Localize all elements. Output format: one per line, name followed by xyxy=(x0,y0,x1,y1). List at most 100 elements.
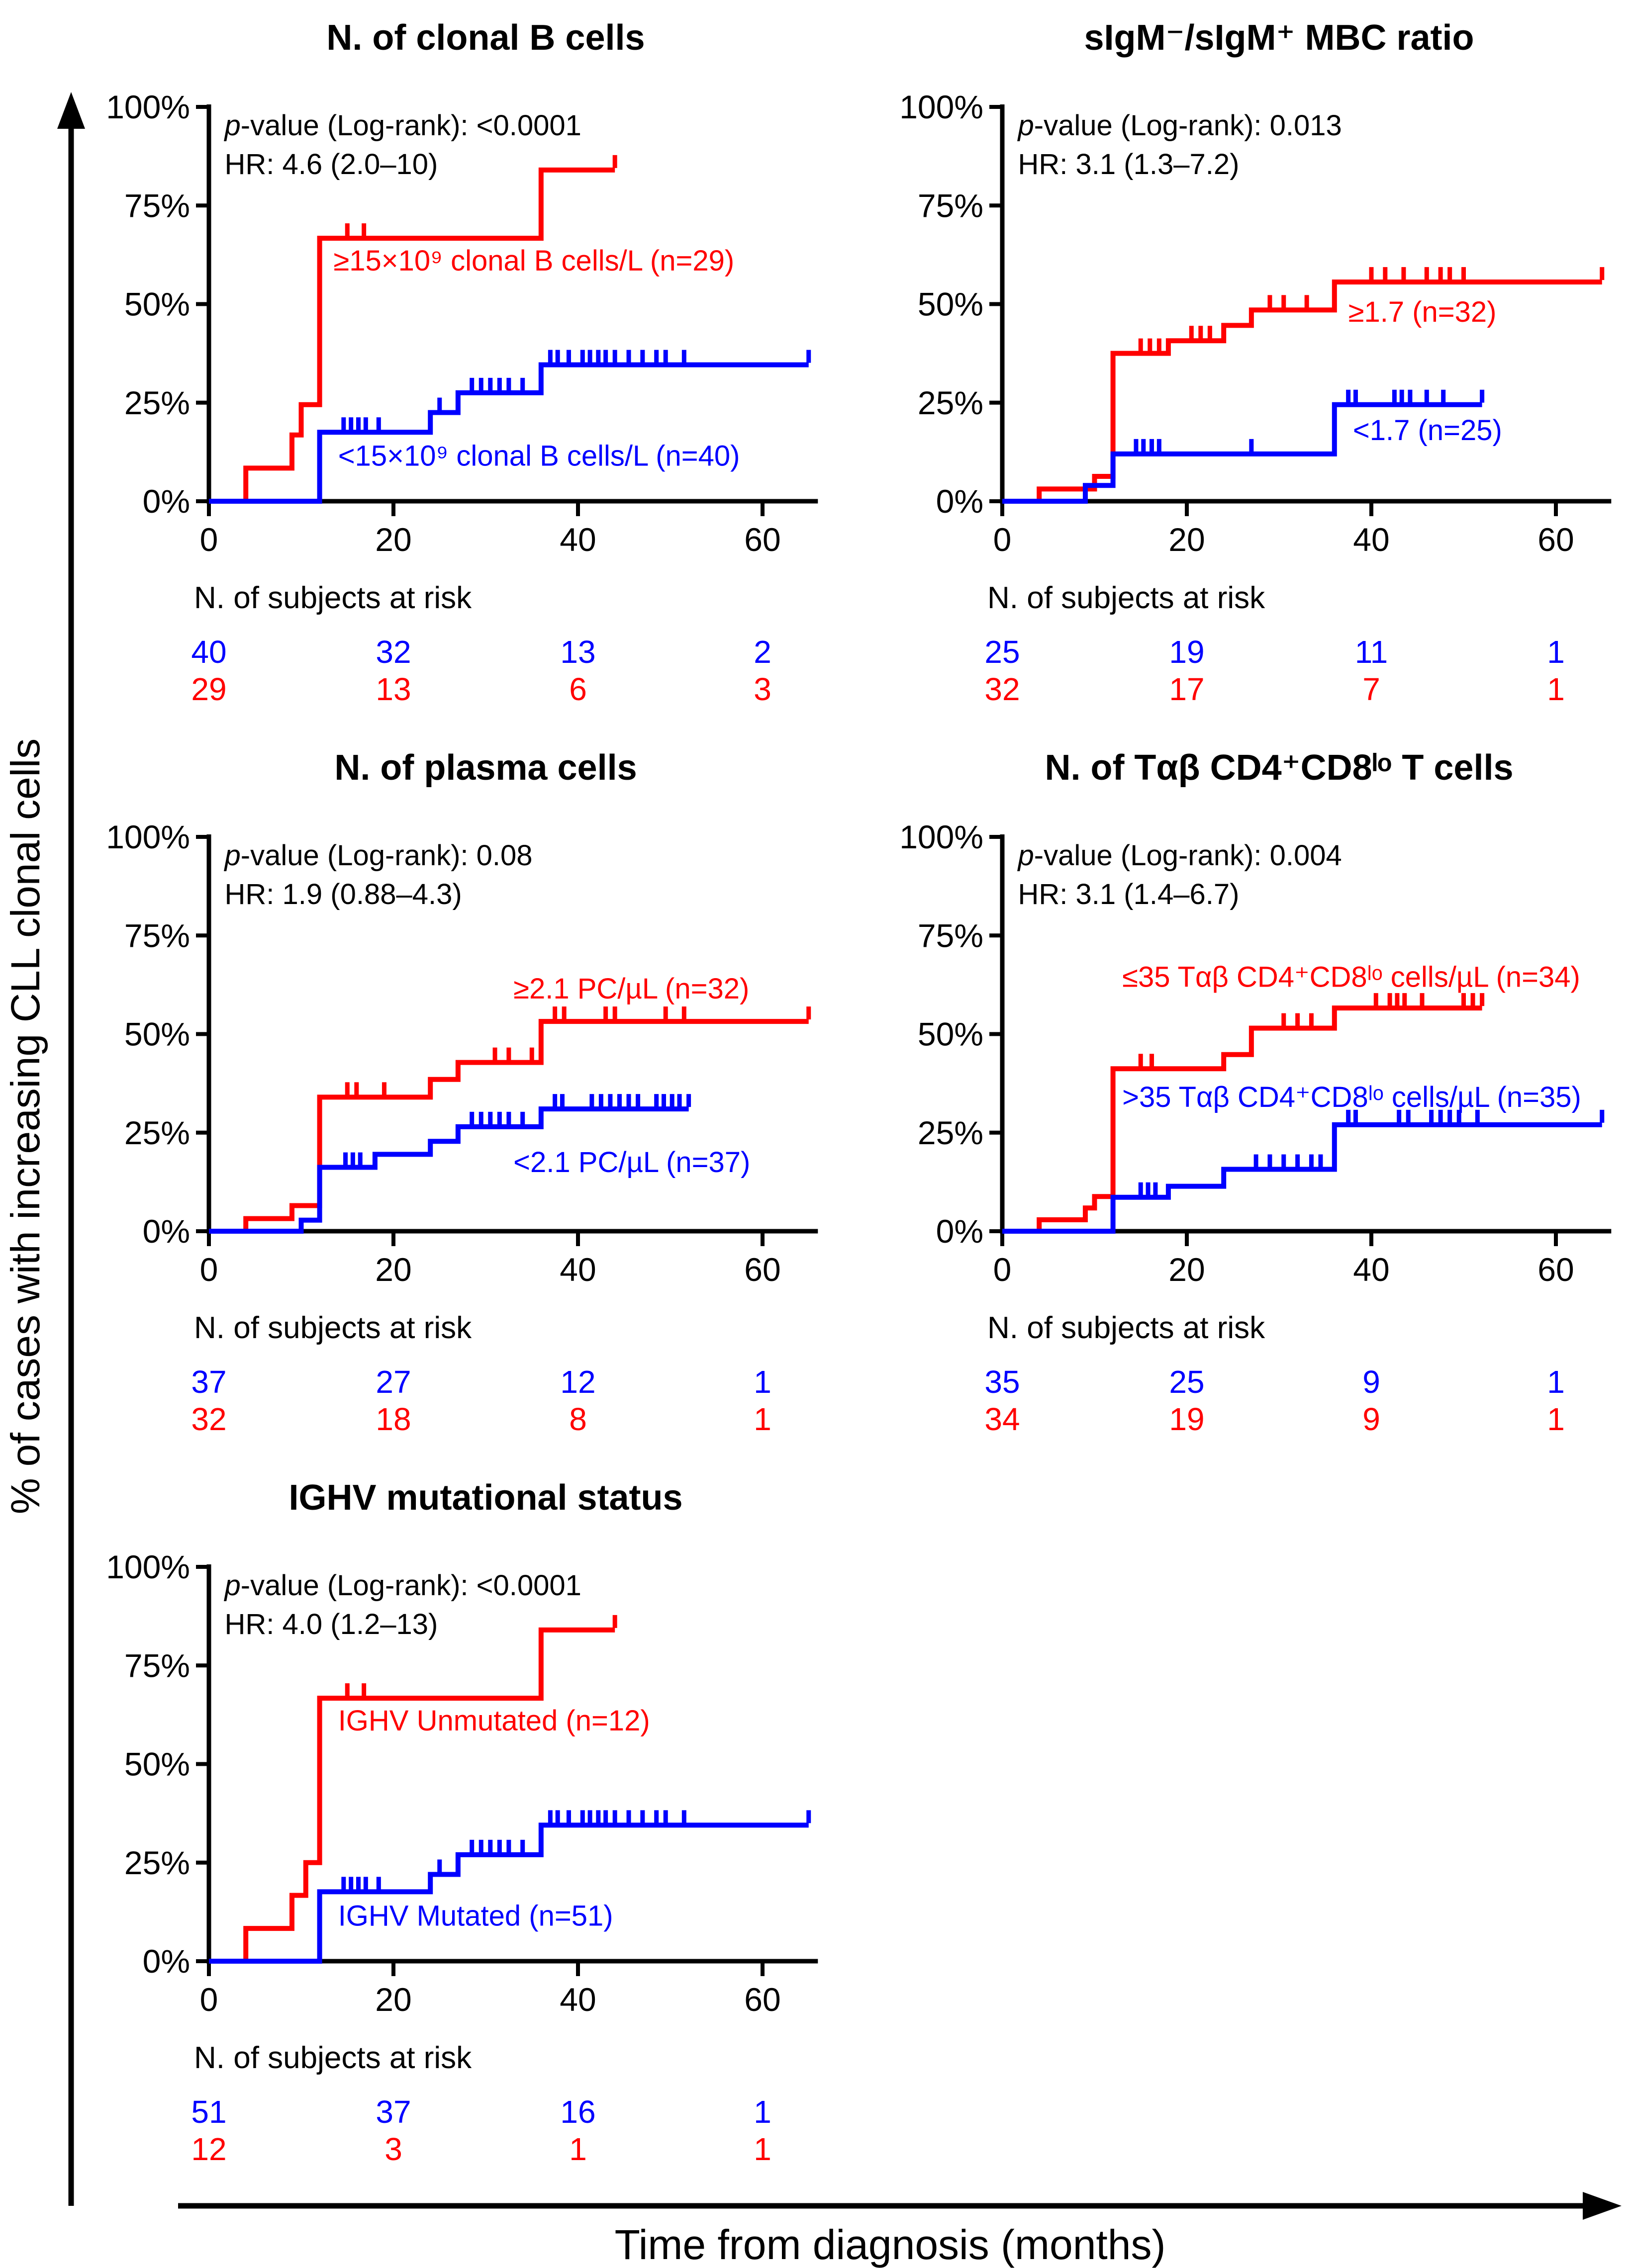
at-risk-header: N. of subjects at risk xyxy=(194,581,472,615)
at-risk-value: 1 xyxy=(1547,1364,1565,1400)
y-tick-label: 25% xyxy=(124,1114,190,1151)
at-risk-value: 32 xyxy=(984,671,1020,707)
at-risk-value: 25 xyxy=(1169,1364,1204,1400)
x-tick-label: 0 xyxy=(993,1251,1012,1288)
at-risk-header: N. of subjects at risk xyxy=(987,1311,1265,1345)
panel-title: sIgM⁻/sIgM⁺ MBC ratio xyxy=(1084,18,1474,58)
at-risk-value: 1 xyxy=(754,1364,771,1400)
arrowhead-right-icon xyxy=(1583,2192,1622,2220)
at-risk-value: 8 xyxy=(569,1401,587,1437)
km-curve-red xyxy=(1002,1005,1482,1234)
y-tick-label: 25% xyxy=(918,1114,983,1151)
at-risk-value: 9 xyxy=(1362,1401,1380,1437)
x-tick-label: 40 xyxy=(560,1251,596,1288)
y-tick-label: 50% xyxy=(124,1746,190,1783)
km-curve-red xyxy=(209,1627,615,1964)
panel-title: N. of plasma cells xyxy=(334,748,637,788)
x-tick-label: 40 xyxy=(560,521,596,558)
at-risk-header: N. of subjects at risk xyxy=(194,1311,472,1345)
km-curve-red xyxy=(209,1019,809,1234)
y-tick-label: 75% xyxy=(918,187,983,224)
at-risk-value: 12 xyxy=(560,1364,595,1400)
curve-label-red: ≥15×10⁹ clonal B cells/L (n=29) xyxy=(333,245,734,277)
at-risk-value: 1 xyxy=(1547,634,1565,670)
y-axis-label: % of cases with increasing CLL clonal ce… xyxy=(3,738,48,1515)
y-tick-label: 100% xyxy=(899,89,983,125)
at-risk-header: N. of subjects at risk xyxy=(987,581,1265,615)
at-risk-value: 7 xyxy=(1362,671,1380,707)
curve-label-red: ≥1.7 (n=32) xyxy=(1348,296,1497,328)
y-tick-label: 25% xyxy=(124,1844,190,1881)
at-risk-value: 2 xyxy=(754,634,771,670)
p-value-text: p-value (Log-rank): 0.004 xyxy=(1017,839,1342,872)
at-risk-value: 6 xyxy=(569,671,587,707)
p-value-text: p-value (Log-rank): <0.0001 xyxy=(224,1569,581,1602)
at-risk-value: 9 xyxy=(1362,1364,1380,1400)
at-risk-value: 1 xyxy=(569,2131,587,2167)
curve-label-blue: >35 Tαβ CD4⁺CD8ˡᵒ cells/µL (n=35) xyxy=(1122,1081,1581,1113)
x-tick-label: 0 xyxy=(200,521,218,558)
panel-title: N. of clonal B cells xyxy=(326,18,645,58)
km-curve-blue xyxy=(209,1822,809,1964)
curve-label-red: IGHV Unmutated (n=12) xyxy=(338,1705,650,1737)
x-tick-label: 40 xyxy=(560,1981,596,2018)
panel-title: IGHV mutational status xyxy=(288,1478,682,1518)
y-tick-label: 75% xyxy=(918,917,983,954)
y-tick-label: 0% xyxy=(936,1213,983,1250)
x-tick-label: 40 xyxy=(1353,521,1389,558)
x-tick-label: 60 xyxy=(1537,1251,1574,1288)
hr-text: HR: 4.0 (1.2–13) xyxy=(225,1608,438,1640)
at-risk-value: 17 xyxy=(1169,671,1204,707)
y-axis-arrow-icon xyxy=(57,92,85,2206)
p-value-text: p-value (Log-rank): 0.013 xyxy=(1017,109,1342,142)
y-tick-label: 100% xyxy=(106,818,190,855)
x-tick-label: 60 xyxy=(1537,521,1574,558)
curve-label-blue: <15×10⁹ clonal B cells/L (n=40) xyxy=(338,440,740,472)
y-tick-label: 50% xyxy=(918,1016,983,1053)
y-tick-label: 0% xyxy=(936,483,983,520)
at-risk-value: 34 xyxy=(984,1401,1020,1437)
y-tick-label: 75% xyxy=(124,1647,190,1684)
hr-text: HR: 4.6 (2.0–10) xyxy=(225,148,438,181)
panel-n-of-plasma-cells: N. of plasma cells 0% 25% 50% 75% 100% 0 20 40 60… xyxy=(106,748,818,1437)
y-tick-label: 50% xyxy=(918,286,983,323)
arrowhead-up-icon xyxy=(57,92,85,129)
x-axis-arrow-icon xyxy=(178,2192,1622,2220)
x-tick-label: 20 xyxy=(375,521,411,558)
at-risk-value: 32 xyxy=(376,634,411,670)
at-risk-value: 29 xyxy=(191,671,226,707)
at-risk-value: 35 xyxy=(984,1364,1020,1400)
at-risk-value: 27 xyxy=(376,1364,411,1400)
at-risk-value: 19 xyxy=(1169,634,1204,670)
km-curve-blue xyxy=(209,362,809,504)
curve-label-red: ≥2.1 PC/µL (n=32) xyxy=(513,973,749,1005)
at-risk-value: 13 xyxy=(376,671,411,707)
km-curve-blue xyxy=(1002,402,1482,504)
km-curve-blue xyxy=(209,1106,689,1234)
at-risk-value: 3 xyxy=(754,671,771,707)
x-tick-label: 60 xyxy=(744,1251,780,1288)
y-tick-label: 100% xyxy=(106,89,190,125)
at-risk-value: 1 xyxy=(1547,1401,1565,1437)
panel-tab-cd4-cd8lo-t-cells: N. of Tαβ CD4⁺CD8ˡᵒ T cells 0% 25% 50% 75% 1 0… xyxy=(899,748,1612,1437)
at-risk-value: 11 xyxy=(1355,634,1388,670)
at-risk-value: 19 xyxy=(1169,1401,1204,1437)
at-risk-value: 13 xyxy=(560,634,595,670)
at-risk-value: 37 xyxy=(376,2094,411,2130)
at-risk-value: 3 xyxy=(384,2131,402,2167)
km-curve-blue xyxy=(1002,1122,1602,1234)
x-tick-label: 0 xyxy=(993,521,1012,558)
y-tick-label: 0% xyxy=(143,1213,190,1250)
x-tick-label: 60 xyxy=(744,1981,780,2018)
x-tick-label: 60 xyxy=(744,521,780,558)
hr-text: HR: 3.1 (1.4–6.7) xyxy=(1018,878,1240,910)
p-value-text: p-value (Log-rank): <0.0001 xyxy=(224,109,581,142)
at-risk-value: 16 xyxy=(560,2094,595,2130)
x-tick-label: 40 xyxy=(1353,1251,1389,1288)
panel-title: N. of Tαβ CD4⁺CD8ˡᵒ T cells xyxy=(1045,748,1513,788)
y-tick-label: 25% xyxy=(918,384,983,421)
at-risk-value: 18 xyxy=(376,1401,411,1437)
at-risk-value: 51 xyxy=(191,2094,226,2130)
x-tick-label: 0 xyxy=(200,1251,218,1288)
